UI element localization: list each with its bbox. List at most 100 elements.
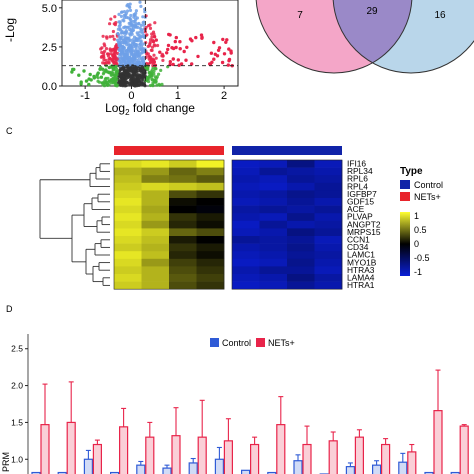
heatmap-cell bbox=[196, 281, 225, 290]
heatmap-cell bbox=[141, 167, 170, 176]
heatmap-cell bbox=[169, 220, 197, 229]
venn-diagram: 7 29 16 bbox=[255, 0, 474, 74]
heatmap-gene-label: GDF15 bbox=[347, 197, 374, 207]
volcano-point bbox=[137, 55, 141, 59]
heatmap-cell bbox=[287, 205, 315, 214]
venn-circle-left-outline bbox=[255, 0, 413, 74]
heatmap-cell bbox=[196, 220, 225, 229]
volcano-point bbox=[88, 72, 92, 77]
volcano-x-label-sub: 2 bbox=[125, 108, 130, 117]
heatmap-cell bbox=[259, 190, 288, 199]
volcano-point bbox=[154, 56, 158, 60]
volcano-point bbox=[101, 54, 105, 59]
volcano-point bbox=[120, 40, 124, 45]
volcano-point bbox=[98, 67, 102, 71]
volcano-point bbox=[123, 25, 127, 29]
heatmap-cell bbox=[114, 190, 142, 199]
volcano-point bbox=[129, 51, 133, 55]
volcano-point bbox=[148, 83, 153, 88]
panel-label-c: C bbox=[6, 126, 13, 136]
volcano-point bbox=[71, 67, 75, 72]
volcano-point bbox=[185, 45, 189, 49]
volcano-x-label: Log2 fold change bbox=[105, 101, 195, 117]
heatmap-cell bbox=[259, 236, 288, 244]
bar-legend: Control NETs+ bbox=[210, 338, 295, 348]
heatmap-cell bbox=[196, 160, 225, 168]
bar-legend-swatch-control bbox=[210, 338, 219, 347]
volcano-point bbox=[125, 60, 129, 65]
volcano-point bbox=[138, 42, 142, 46]
bar-control bbox=[136, 464, 146, 474]
volcano-point bbox=[135, 58, 139, 63]
heatmap-cell bbox=[196, 236, 225, 244]
bar-control bbox=[293, 460, 303, 474]
volcano-point bbox=[150, 35, 154, 39]
heatmap-cell bbox=[259, 160, 288, 168]
volcano-point bbox=[152, 32, 156, 36]
heatmap-cell bbox=[196, 198, 225, 206]
bar-nets bbox=[459, 425, 469, 474]
heatmap-cell bbox=[287, 228, 315, 237]
volcano-point bbox=[148, 55, 152, 59]
volcano-point bbox=[133, 78, 137, 82]
venn-count-right: 16 bbox=[434, 10, 446, 21]
heatmap-cell bbox=[232, 175, 260, 184]
heatmap-gene-label: MRPS15 bbox=[347, 227, 381, 237]
volcano-point bbox=[141, 78, 145, 82]
volcano-point bbox=[174, 35, 178, 40]
volcano-point bbox=[111, 29, 115, 34]
heatmap-cell bbox=[141, 281, 170, 290]
heatmap-cell bbox=[232, 228, 260, 237]
volcano-point bbox=[118, 53, 122, 57]
volcano-point bbox=[116, 32, 120, 36]
volcano-point bbox=[125, 30, 129, 34]
volcano-point bbox=[177, 63, 181, 67]
volcano-y-tick-label: 0.0 bbox=[42, 81, 57, 93]
legend-scale-labels: 1 0.5 0 -0.5 -1 bbox=[414, 211, 430, 277]
heatmap-cell bbox=[114, 281, 142, 290]
volcano-point bbox=[140, 57, 144, 61]
heatmap-cell bbox=[259, 205, 288, 214]
volcano-point bbox=[101, 72, 105, 76]
volcano-point bbox=[141, 47, 145, 51]
heatmap-dendrogram bbox=[39, 163, 110, 286]
bar-control bbox=[345, 466, 355, 474]
heatmap-cell bbox=[314, 281, 343, 290]
volcano-point bbox=[125, 4, 129, 8]
heatmap-cell bbox=[114, 167, 142, 176]
heatmap-cell bbox=[232, 213, 260, 222]
heatmap-gene-label: IGFBP7 bbox=[347, 189, 377, 199]
volcano-y-tick-label: 5.0 bbox=[42, 3, 57, 15]
heatmap-cell bbox=[287, 266, 315, 275]
volcano-point bbox=[119, 14, 123, 18]
volcano-point bbox=[138, 67, 142, 71]
volcano-point bbox=[117, 47, 121, 52]
volcano-y-label: -Log bbox=[3, 18, 17, 42]
heatmap-cell bbox=[114, 243, 142, 252]
volcano-point bbox=[148, 42, 152, 46]
heatmap-cell bbox=[114, 198, 142, 206]
volcano-point bbox=[120, 47, 124, 51]
heatmap-cell bbox=[169, 266, 197, 275]
heatmap-cell bbox=[141, 243, 170, 252]
volcano-point bbox=[112, 37, 116, 41]
volcano-point bbox=[99, 75, 104, 79]
heatmap-cell bbox=[259, 243, 288, 252]
bar-nets bbox=[145, 436, 155, 474]
volcano-point bbox=[117, 20, 121, 24]
volcano-point bbox=[151, 63, 155, 67]
volcano-point bbox=[120, 81, 125, 85]
volcano-y-ticks: 0.0 2.5 5.0 bbox=[42, 3, 62, 93]
volcano-point bbox=[220, 60, 225, 65]
volcano-point bbox=[141, 42, 145, 46]
volcano-point bbox=[137, 45, 141, 49]
heatmap-cell bbox=[169, 205, 197, 214]
bar-nets bbox=[92, 443, 103, 474]
legend-scale-label: -1 bbox=[414, 267, 422, 277]
volcano-point bbox=[141, 15, 145, 19]
bar-control bbox=[450, 471, 460, 474]
heatmap-cell bbox=[232, 220, 260, 229]
volcano-point bbox=[121, 18, 125, 22]
heatmap-cell bbox=[114, 274, 142, 282]
volcano-point bbox=[70, 70, 74, 74]
